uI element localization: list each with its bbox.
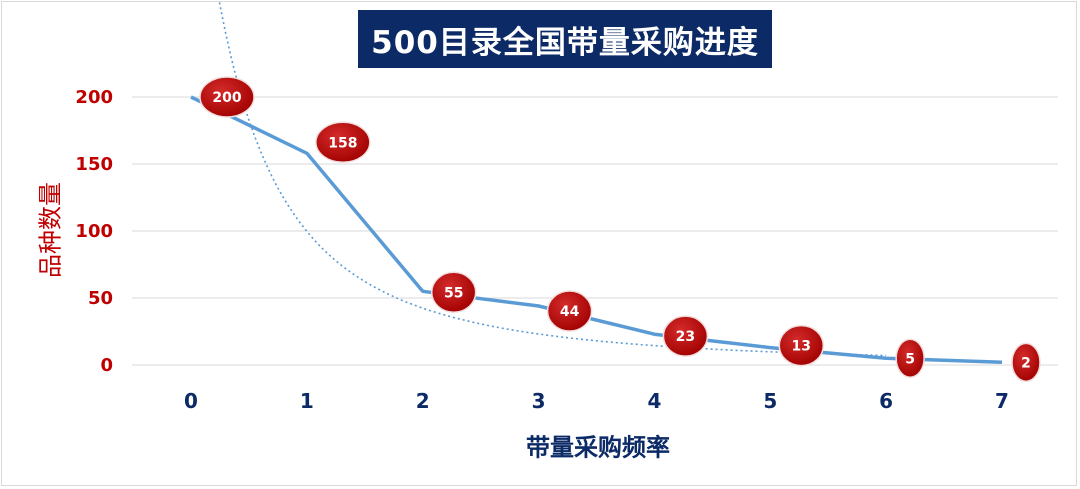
y-tick-label: 50 — [88, 288, 113, 309]
data-label: 200 — [199, 76, 255, 118]
y-tick-labels: 0 50 100 150 200 — [75, 87, 113, 376]
x-axis-label: 带量采购频率 — [526, 433, 670, 462]
data-label-text: 44 — [560, 304, 580, 320]
data-label-bubble — [430, 271, 477, 314]
y-tick-label: 100 — [75, 221, 113, 242]
data-label-bubble — [315, 121, 371, 164]
data-label: 5 — [895, 338, 925, 379]
data-label-bubble — [546, 290, 593, 332]
x-tick-label: 7 — [995, 389, 1009, 413]
data-label-bubble — [199, 76, 255, 118]
x-tick-label: 2 — [416, 389, 430, 413]
series-line — [190, 95, 1003, 365]
series-line-layer — [190, 95, 1003, 365]
trendline — [218, 0, 887, 357]
data-label-text: 5 — [905, 351, 915, 367]
data-label: 23 — [662, 315, 709, 357]
x-tick-label: 6 — [879, 389, 893, 413]
x-tick-labels: 0 1 2 3 4 5 6 7 — [184, 389, 1009, 413]
data-label-text: 55 — [444, 285, 463, 301]
x-tick-label: 3 — [532, 389, 546, 413]
data-label-bubble — [662, 315, 709, 357]
trendline-layer — [218, 0, 887, 357]
data-label-bubble — [778, 324, 825, 367]
data-label-text: 13 — [792, 339, 811, 355]
y-tick-label: 200 — [75, 87, 113, 108]
data-label: 2 — [1011, 342, 1041, 383]
data-label-bubble — [1011, 342, 1041, 383]
data-label: 158 — [315, 121, 371, 164]
data-label-text: 2 — [1021, 355, 1031, 371]
data-label: 44 — [546, 290, 593, 332]
data-label: 55 — [430, 271, 477, 314]
y-tick-label: 150 — [75, 154, 113, 175]
data-labels: 200 158 55 44 23 13 5 2 — [199, 76, 1041, 383]
data-label-text: 23 — [676, 329, 695, 345]
data-label-text: 158 — [328, 135, 357, 151]
x-tick-label: 0 — [184, 389, 198, 413]
y-tick-label: 0 — [100, 355, 113, 376]
data-label-text: 200 — [212, 90, 241, 106]
x-tick-label: 1 — [300, 389, 314, 413]
x-tick-label: 4 — [647, 389, 661, 413]
data-label: 13 — [778, 324, 825, 367]
data-label-bubble — [895, 338, 925, 379]
x-tick-label: 5 — [763, 389, 777, 413]
chart-title: 500目录全国带量采购进度 — [358, 10, 772, 68]
